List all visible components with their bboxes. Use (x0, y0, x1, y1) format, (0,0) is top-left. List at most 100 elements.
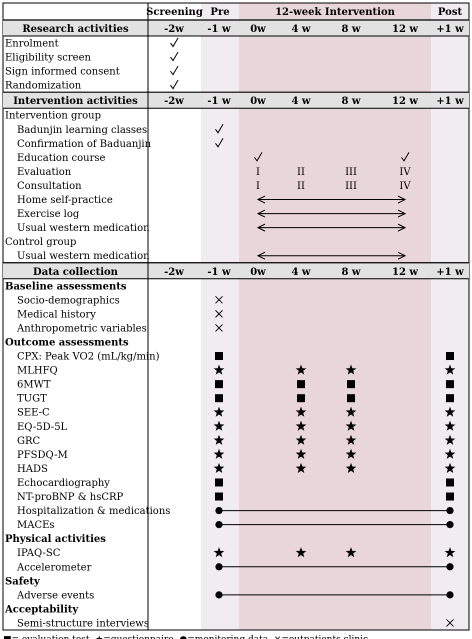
star-mark (295, 364, 307, 375)
arrow-head-left (256, 195, 266, 204)
monitor-dot (446, 591, 454, 599)
row-label: Eligibility screen (5, 53, 91, 64)
star-mark (345, 420, 357, 431)
star-mark (444, 406, 456, 417)
row-label: Confirmation of Baduanjin (17, 139, 152, 150)
arrow-head-left (256, 251, 266, 260)
arrow-head-right (397, 209, 407, 218)
section-title: Data collection (33, 267, 119, 278)
square-mark (446, 394, 454, 403)
monitor-dot (215, 506, 223, 515)
row-label: Sign informed consent (5, 67, 120, 78)
row-label: PFSDQ-M (17, 450, 68, 461)
section-title: Intervention activities (13, 96, 138, 107)
row-label: Enrolment (5, 39, 59, 50)
star-mark (345, 364, 357, 375)
phase-numeral: I (256, 181, 260, 192)
time-point-label: +1 w (436, 267, 464, 278)
time-point-label: 0w (250, 267, 266, 278)
table-border (2, 2, 470, 631)
star-mark (295, 462, 307, 473)
star-mark (345, 448, 357, 459)
star-mark (213, 434, 225, 445)
cross-mark (215, 310, 223, 318)
pre-header: Pre (210, 7, 229, 18)
monitor-dot (446, 506, 454, 515)
phase-numeral: IV (399, 167, 411, 178)
row-label: Control group (5, 237, 76, 248)
row-label: Acceptability (4, 604, 79, 615)
time-point-label: 4 w (291, 24, 310, 35)
star-mark (444, 434, 456, 445)
time-point-label: -1 w (207, 267, 231, 278)
post-header: Post (438, 7, 463, 18)
check-mark (401, 152, 410, 162)
row-label: Echocardiography (17, 478, 110, 489)
time-point-label: -2w (164, 24, 184, 35)
time-point-label: 8 w (341, 267, 360, 278)
monitor-dot (215, 591, 223, 599)
time-point-label: 8 w (341, 96, 360, 107)
row-label: MLHFQ (17, 366, 58, 377)
check-mark (254, 152, 263, 162)
time-point-label: 12 w (392, 267, 418, 278)
arrow-head-right (397, 195, 407, 204)
row-label: TUGT (17, 394, 47, 405)
monitor-dot (215, 563, 223, 571)
phase-numeral: II (297, 181, 305, 192)
row-label: Usual western medication (17, 223, 150, 234)
row-label: Randomization (5, 81, 82, 92)
row-label: Outcome assessments (5, 337, 129, 348)
row-label: EQ-5D-5L (17, 422, 68, 433)
row-label: IPAQ-SC (17, 548, 61, 559)
star-mark (213, 364, 225, 375)
time-point-label: 0w (250, 96, 266, 107)
time-point-label: 8 w (341, 24, 360, 35)
star-mark (444, 364, 456, 375)
row-label: Accelerometer (16, 562, 92, 573)
star-mark (213, 547, 225, 558)
row-label: CPX: Peak VO2 (mL/kg/min) (17, 352, 160, 363)
cross-mark (215, 296, 223, 304)
time-point-label: -2w (164, 96, 184, 107)
arrow-head-right (397, 251, 407, 260)
square-mark (215, 394, 223, 403)
star-mark (213, 448, 225, 459)
row-label: Medical history (17, 309, 96, 320)
square-mark (215, 478, 223, 487)
star-mark (213, 406, 225, 417)
row-label: HADS (17, 464, 48, 475)
row-label: Evaluation (17, 167, 72, 178)
row-label: MACEs (17, 520, 55, 531)
row-label: 6MWT (17, 380, 51, 391)
time-point-label: -1 w (207, 96, 231, 107)
star-mark (345, 406, 357, 417)
arrow-head-right (397, 223, 407, 232)
star-mark (213, 462, 225, 473)
row-label: Intervention group (5, 111, 101, 122)
section-header-bg (3, 92, 469, 109)
star-mark (295, 434, 307, 445)
star-mark (444, 462, 456, 473)
row-label: Home self-practice (17, 195, 113, 206)
row-label: Socio-demographics (17, 295, 120, 306)
star-mark (295, 406, 307, 417)
arrow-head-left (256, 209, 266, 218)
phase-numeral: III (345, 167, 357, 178)
square-mark (347, 380, 355, 389)
screening-header: Screening (146, 7, 203, 18)
row-label: Hospitalization & medications (17, 506, 170, 517)
row-label: SEE-C (17, 408, 50, 419)
check-mark (215, 138, 224, 148)
square-mark (215, 492, 223, 501)
star-mark (345, 434, 357, 445)
star-mark (295, 420, 307, 431)
check-mark (215, 124, 224, 134)
star-mark (213, 420, 225, 431)
square-mark (446, 478, 454, 487)
square-mark (446, 352, 454, 361)
row-label: Consultation (17, 181, 82, 192)
square-mark (297, 380, 305, 389)
phase-numeral: I (256, 167, 260, 178)
